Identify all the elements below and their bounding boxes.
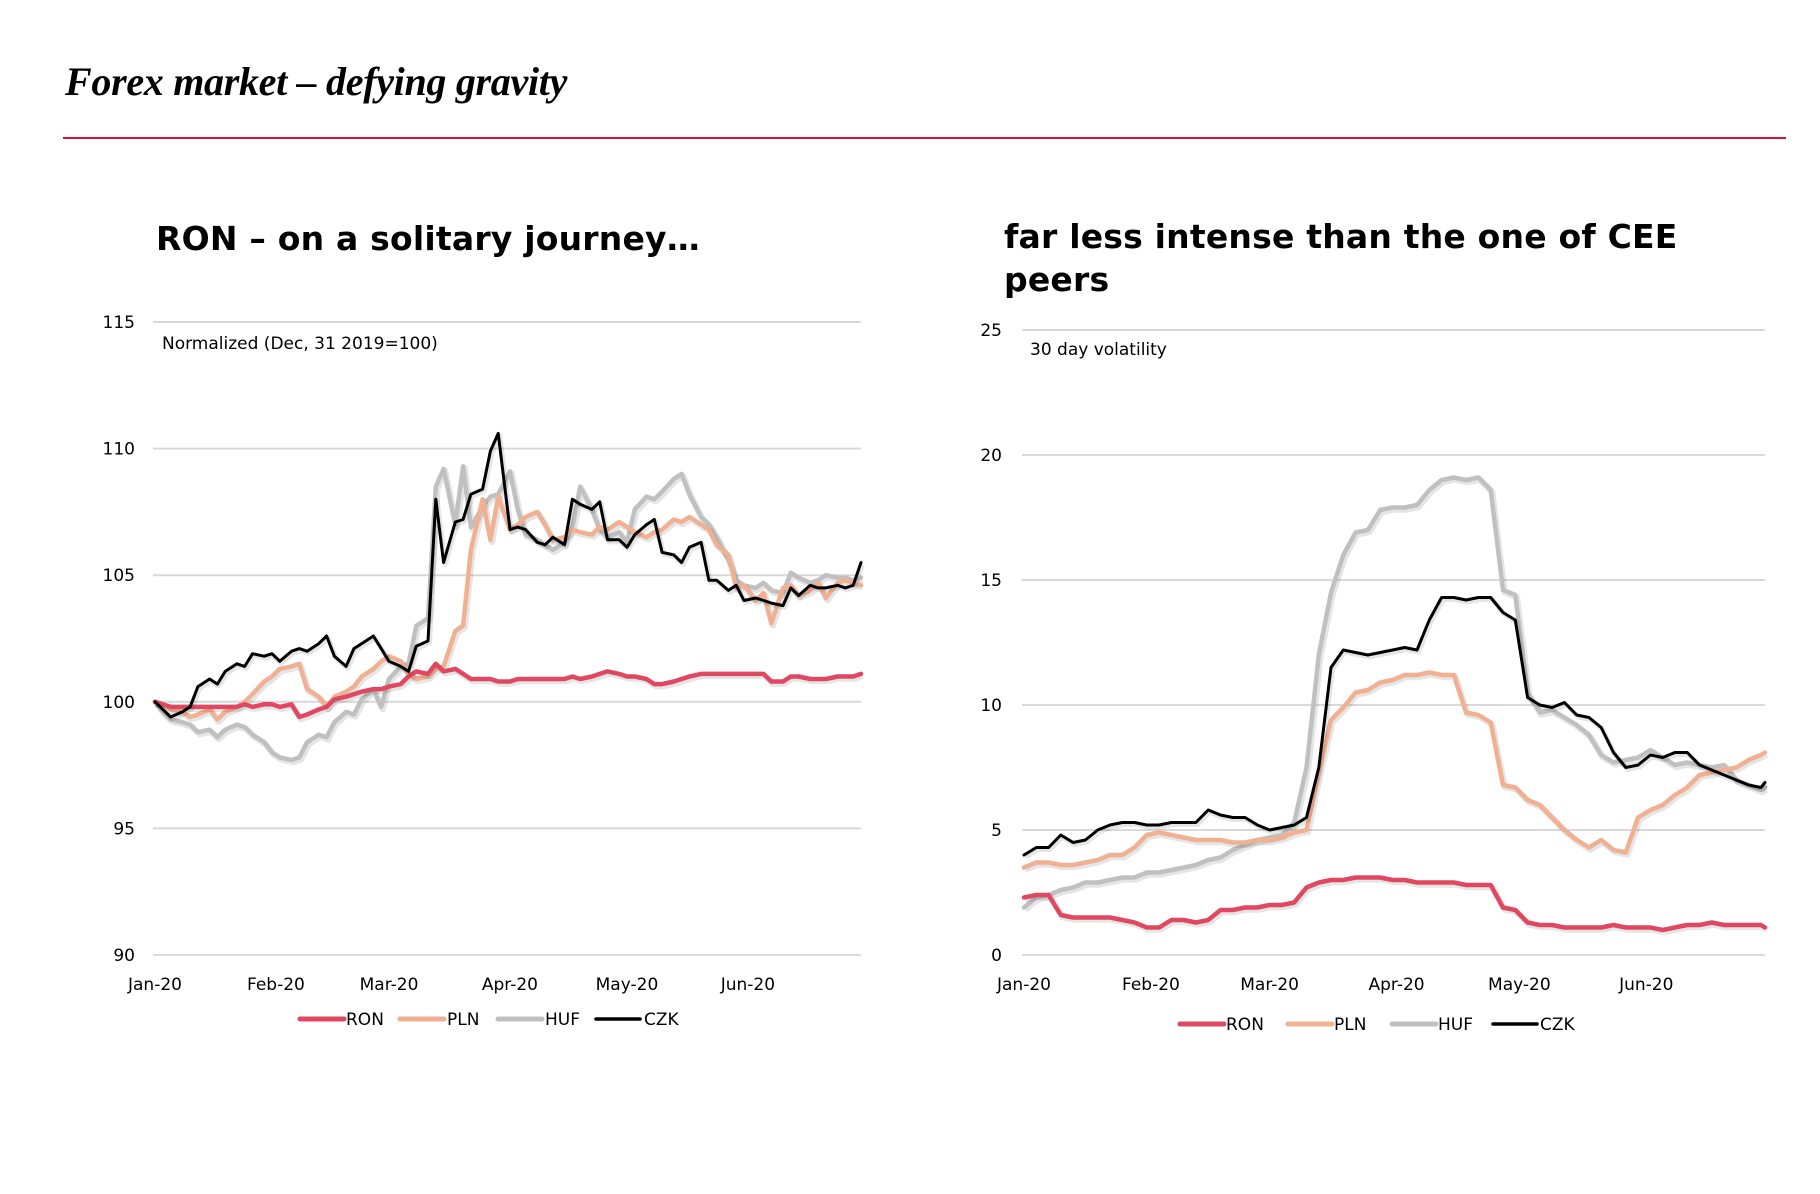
- y-tick-label: 25: [980, 321, 1002, 341]
- legend-label-pln: PLN: [447, 1010, 479, 1030]
- x-tick-label: May-20: [596, 975, 659, 995]
- unit-label: Normalized (Dec, 31 2019=100): [162, 334, 438, 354]
- y-tick-label: 105: [103, 566, 135, 586]
- left-chart-title: RON – on a solitary journey…: [156, 219, 700, 258]
- right-chart-title: far less intense than the one of CEE pee…: [1004, 217, 1678, 299]
- x-tick-label: Feb-20: [1122, 975, 1180, 995]
- x-tick-label: Mar-20: [1240, 975, 1299, 995]
- y-tick-label: 110: [103, 440, 135, 460]
- x-tick-label: Jun-20: [1618, 975, 1673, 995]
- y-tick-label: 15: [980, 571, 1002, 591]
- legend-label-ron: RON: [346, 1010, 384, 1030]
- y-tick-label: 5: [991, 821, 1002, 841]
- y-tick-label: 100: [103, 693, 135, 713]
- title-divider: [63, 137, 1786, 139]
- legend-label-czk: CZK: [1540, 1015, 1576, 1035]
- x-tick-label: Jan-20: [996, 975, 1051, 995]
- x-tick-label: Jan-20: [127, 975, 182, 995]
- x-tick-label: Apr-20: [482, 975, 538, 995]
- x-tick-label: Mar-20: [360, 975, 419, 995]
- left-chart-normalized-fx: 90 95 100 105 110 115 Normalized (Dec, 31 2019…: [103, 313, 865, 1030]
- x-tick-label: Feb-20: [247, 975, 305, 995]
- y-tick-label: 115: [103, 313, 135, 333]
- y-tick-label: 0: [991, 946, 1002, 966]
- series-line-pln: [1021, 670, 1768, 870]
- legend-label-czk: CZK: [644, 1010, 680, 1030]
- y-tick-label: 10: [980, 696, 1002, 716]
- series-shadow-pln: [1024, 671, 1769, 873]
- y-tick-label: 95: [113, 819, 135, 839]
- legend-label-huf: HUF: [545, 1010, 580, 1030]
- page-title: Forex market – defying gravity: [65, 59, 568, 104]
- right-chart-volatility: 0 5 10 15 20 25 30 day volatility Jan-20 Feb-20 M…: [980, 321, 1769, 1035]
- legend-label-pln: PLN: [1334, 1015, 1366, 1035]
- y-tick-label: 90: [113, 946, 135, 966]
- x-tick-label: Jun-20: [720, 975, 775, 995]
- legend-label-ron: RON: [1226, 1015, 1264, 1035]
- x-tick-label: May-20: [1488, 975, 1551, 995]
- series-line-ron: [1021, 875, 1768, 933]
- series-line-huf: [1021, 475, 1768, 910]
- series-shadow-czk: [1024, 597, 1769, 860]
- series-line-czk: [153, 431, 863, 719]
- series-line-czk: [1022, 596, 1767, 857]
- series-line-ron: [152, 661, 864, 720]
- x-tick-label: Apr-20: [1369, 975, 1425, 995]
- legend-label-huf: HUF: [1438, 1015, 1473, 1035]
- unit-label: 30 day volatility: [1030, 340, 1167, 360]
- y-tick-label: 20: [980, 446, 1002, 466]
